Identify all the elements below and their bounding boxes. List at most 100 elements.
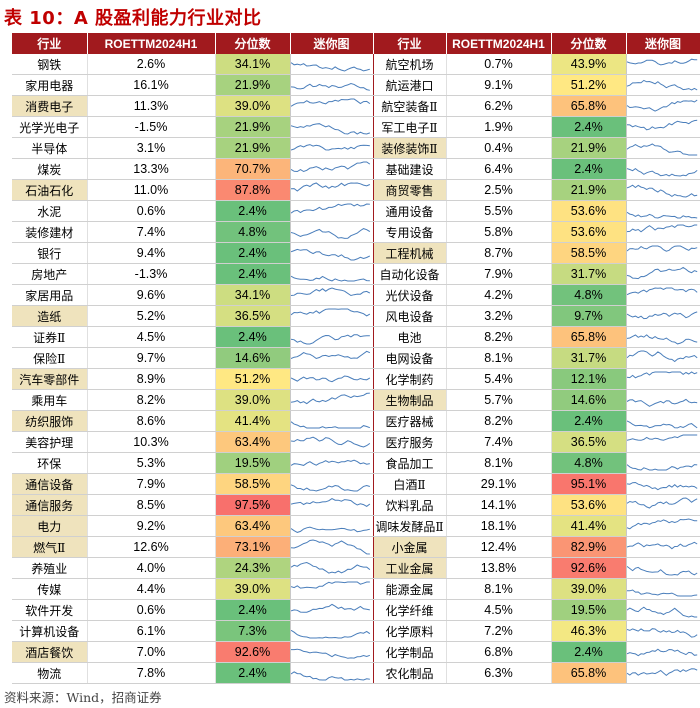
percentile-value-left: 87.8% — [215, 179, 291, 201]
percentile-value-left: 63.4% — [215, 515, 291, 537]
percentile-value-left: 2.4% — [215, 662, 291, 684]
sparkline-left — [290, 326, 374, 348]
table-row: 纺织服饰 8.6% 41.4% 医疗器械 8.2% 2.4% — [12, 410, 700, 432]
sparkline-left — [290, 179, 374, 201]
roe-value-left: 12.6% — [87, 536, 216, 558]
percentile-value-right: 4.8% — [551, 284, 627, 306]
industry-name-right: 化学制药 — [373, 368, 447, 390]
roe-value-right: 8.1% — [446, 452, 552, 474]
roe-value-right: 7.2% — [446, 620, 552, 642]
roe-value-right: 1.9% — [446, 116, 552, 138]
roe-value-right: 13.8% — [446, 557, 552, 579]
roe-value-left: 4.4% — [87, 578, 216, 600]
percentile-value-left: 97.5% — [215, 494, 291, 516]
roe-value-left: 8.2% — [87, 389, 216, 411]
industry-name-right: 商贸零售 — [373, 179, 447, 201]
sparkline-left — [290, 578, 374, 600]
percentile-value-left: 14.6% — [215, 347, 291, 369]
roe-value-left: 8.9% — [87, 368, 216, 390]
industry-name-right: 自动化设备 — [373, 263, 447, 285]
percentile-value-left: 21.9% — [215, 74, 291, 96]
sparkline-left — [290, 473, 374, 495]
industry-name-right: 医疗器械 — [373, 410, 447, 432]
percentile-value-right: 65.8% — [551, 95, 627, 117]
sparkline-right — [626, 116, 700, 138]
percentile-value-right: 9.7% — [551, 305, 627, 327]
industry-name-left: 房地产 — [12, 263, 88, 285]
table-row: 消费电子 11.3% 39.0% 航空装备Ⅱ 6.2% 65.8% — [12, 95, 700, 117]
industry-name-right: 风电设备 — [373, 305, 447, 327]
roe-value-left: 5.3% — [87, 452, 216, 474]
roe-value-right: 5.5% — [446, 200, 552, 222]
industry-name-right: 饮料乳品 — [373, 494, 447, 516]
percentile-value-left: 41.4% — [215, 410, 291, 432]
percentile-value-left: 2.4% — [215, 242, 291, 264]
sparkline-left — [290, 221, 374, 243]
industry-name-right: 工业金属 — [373, 557, 447, 579]
roe-value-left: 10.3% — [87, 431, 216, 453]
percentile-value-left: 70.7% — [215, 158, 291, 180]
table-row: 证券Ⅱ 4.5% 2.4% 电池 8.2% 65.8% — [12, 326, 700, 348]
industry-name-right: 通用设备 — [373, 200, 447, 222]
sparkline-right — [626, 410, 700, 432]
table-row: 传媒 4.4% 39.0% 能源金属 8.1% 39.0% — [12, 578, 700, 600]
roe-value-left: -1.5% — [87, 116, 216, 138]
roe-value-left: 3.1% — [87, 137, 216, 159]
percentile-value-right: 2.4% — [551, 641, 627, 663]
percentile-value-left: 51.2% — [215, 368, 291, 390]
sparkline-left — [290, 452, 374, 474]
sparkline-left — [290, 620, 374, 642]
percentile-value-right: 46.3% — [551, 620, 627, 642]
table-row: 水泥 0.6% 2.4% 通用设备 5.5% 53.6% — [12, 200, 700, 222]
percentile-value-right: 2.4% — [551, 158, 627, 180]
table-row: 煤炭 13.3% 70.7% 基础建设 6.4% 2.4% — [12, 158, 700, 180]
industry-name-left: 酒店餐饮 — [12, 641, 88, 663]
sparkline-left — [290, 515, 374, 537]
header-percentile-right: 分位数 — [551, 33, 627, 54]
percentile-value-right: 12.1% — [551, 368, 627, 390]
sparkline-left — [290, 263, 374, 285]
sparkline-left — [290, 95, 374, 117]
roe-value-left: 11.3% — [87, 95, 216, 117]
sparkline-right — [626, 431, 700, 453]
sparkline-left — [290, 137, 374, 159]
roe-value-right: 8.2% — [446, 326, 552, 348]
sparkline-left — [290, 158, 374, 180]
percentile-value-left: 73.1% — [215, 536, 291, 558]
sparkline-left — [290, 347, 374, 369]
roe-value-left: 7.0% — [87, 641, 216, 663]
sparkline-right — [626, 536, 700, 558]
percentile-value-right: 65.8% — [551, 326, 627, 348]
industry-name-left: 电力 — [12, 515, 88, 537]
industry-name-right: 医疗服务 — [373, 431, 447, 453]
industry-name-right: 航空机场 — [373, 54, 447, 75]
percentile-value-right: 65.8% — [551, 662, 627, 684]
percentile-value-left: 24.3% — [215, 557, 291, 579]
industry-name-left: 家居用品 — [12, 284, 88, 306]
table-row: 电力 9.2% 63.4% 调味发酵品Ⅱ 18.1% 41.4% — [12, 515, 700, 537]
sparkline-left — [290, 305, 374, 327]
industry-name-left: 纺织服饰 — [12, 410, 88, 432]
industry-name-left: 物流 — [12, 662, 88, 684]
industry-name-right: 基础建设 — [373, 158, 447, 180]
percentile-value-right: 95.1% — [551, 473, 627, 495]
sparkline-left — [290, 599, 374, 621]
industry-name-right: 电网设备 — [373, 347, 447, 369]
industry-name-left: 计算机设备 — [12, 620, 88, 642]
percentile-value-left: 7.3% — [215, 620, 291, 642]
sparkline-left — [290, 116, 374, 138]
sparkline-right — [626, 158, 700, 180]
industry-name-left: 家用电器 — [12, 74, 88, 96]
table-row: 保险Ⅱ 9.7% 14.6% 电网设备 8.1% 31.7% — [12, 347, 700, 369]
roe-value-right: 8.7% — [446, 242, 552, 264]
industry-name-right: 光伏设备 — [373, 284, 447, 306]
table-row: 家居用品 9.6% 34.1% 光伏设备 4.2% 4.8% — [12, 284, 700, 306]
industry-name-left: 钢铁 — [12, 54, 88, 75]
sparkline-right — [626, 326, 700, 348]
industry-profitability-table: 行业 ROETTM2024H1 分位数 迷你图 行业 ROETTM2024H1 … — [12, 33, 700, 685]
percentile-value-right: 43.9% — [551, 54, 627, 75]
roe-value-left: 7.8% — [87, 662, 216, 684]
header-sparkline-right: 迷你图 — [626, 33, 700, 54]
roe-value-right: 5.7% — [446, 389, 552, 411]
percentile-value-right: 31.7% — [551, 347, 627, 369]
